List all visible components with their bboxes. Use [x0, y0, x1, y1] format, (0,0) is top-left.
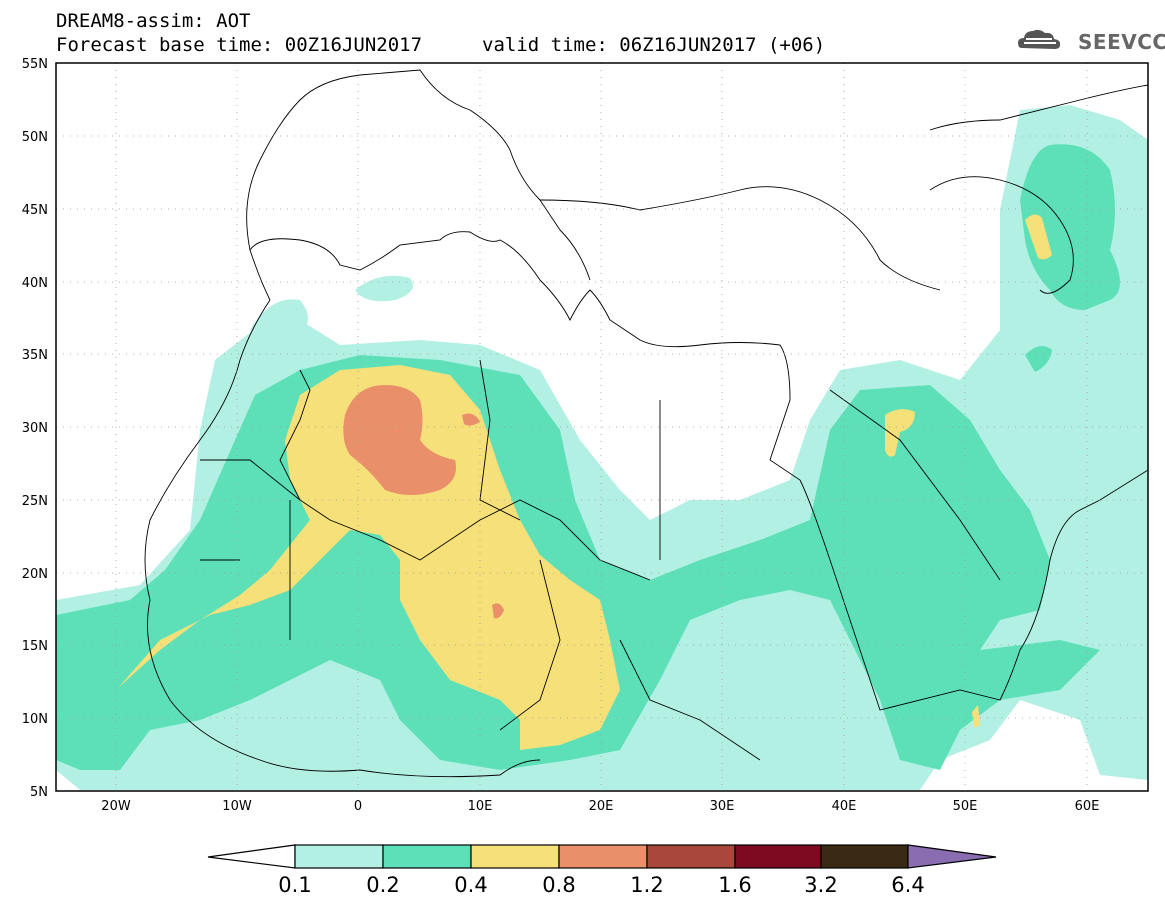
aot-fields — [56, 105, 1148, 790]
colorbar-swatch — [646, 844, 736, 869]
colorbar-swatch — [382, 844, 472, 869]
colorbar-label: 1.6 — [718, 873, 752, 897]
lat-label: 20N — [22, 567, 48, 582]
aot-band-0.4-caspian — [1025, 214, 1052, 260]
colorbar-swatch — [820, 844, 909, 869]
aot-band-0.2-caspian — [1020, 144, 1120, 310]
colorbar-low-arrow — [207, 844, 296, 869]
aot-band-0.2-iran-patch — [1025, 346, 1052, 372]
valid-time: valid time: 06Z16JUN2017 (+06) — [482, 34, 826, 56]
lat-label: 35N — [22, 348, 48, 363]
aot-band-0.4 — [118, 365, 620, 750]
colorbar-swatch — [294, 844, 384, 869]
colorbar-swatch — [558, 844, 648, 869]
aot-band-0.4-iraq — [885, 409, 915, 457]
lon-label: 60E — [1075, 799, 1100, 814]
colorbar-label: 6.4 — [891, 873, 925, 897]
colorbar-swatch — [734, 844, 822, 869]
lon-label: 40E — [832, 799, 857, 814]
colorbar-label: 0.2 — [366, 873, 400, 897]
lon-label: 10W — [222, 799, 252, 814]
lon-label: 10E — [468, 799, 493, 814]
aot-band-0.4-horn — [972, 705, 980, 728]
colorbar-label: 0.8 — [542, 873, 576, 897]
colorbar — [207, 844, 997, 869]
aot-band-0.1-turkey — [250, 299, 308, 340]
lon-label: 0 — [354, 799, 362, 814]
lon-label: 30E — [710, 799, 735, 814]
lat-labels: 55N 50N 45N 40N 35N 30N 25N 20N 15N 10N … — [22, 57, 48, 800]
lon-label: 50E — [953, 799, 978, 814]
coastlines — [144, 69, 1148, 778]
aot-band-0.1-iberia — [355, 275, 413, 302]
lat-label: 25N — [22, 494, 48, 509]
colorbar-label: 0.1 — [278, 873, 312, 897]
lat-label: 50N — [22, 130, 48, 145]
aot-band-0.8-tunisia — [462, 413, 480, 426]
map-frame — [55, 62, 1149, 792]
logo-text: SEEVCCC — [1078, 30, 1165, 54]
colorbar-swatch — [470, 844, 560, 869]
grid-lines — [56, 63, 1148, 791]
lon-label: 20W — [101, 799, 131, 814]
lon-label: 20E — [589, 799, 614, 814]
cloud-logo-icon — [1018, 29, 1061, 49]
lat-label: 45N — [22, 203, 48, 218]
map-title: DREAM8-assim: AOT — [56, 10, 251, 32]
lat-label: 30N — [22, 421, 48, 436]
colorbar-high-arrow — [907, 844, 997, 869]
lat-label: 5N — [30, 785, 48, 800]
aot-band-0.8 — [343, 385, 456, 495]
lat-label: 55N — [22, 57, 48, 72]
lat-label: 40N — [22, 276, 48, 291]
colorbar-label: 1.2 — [630, 873, 664, 897]
lon-labels: 20W 10W 0 10E 20E 30E 40E 50E 60E — [101, 799, 1099, 814]
lat-label: 15N — [22, 639, 48, 654]
colorbar-label: 0.4 — [454, 873, 488, 897]
lat-label: 10N — [22, 712, 48, 727]
aot-band-0.8-niger — [492, 603, 504, 619]
colorbar-label: 3.2 — [804, 873, 838, 897]
forecast-base-time: Forecast base time: 00Z16JUN2017 — [56, 34, 423, 56]
